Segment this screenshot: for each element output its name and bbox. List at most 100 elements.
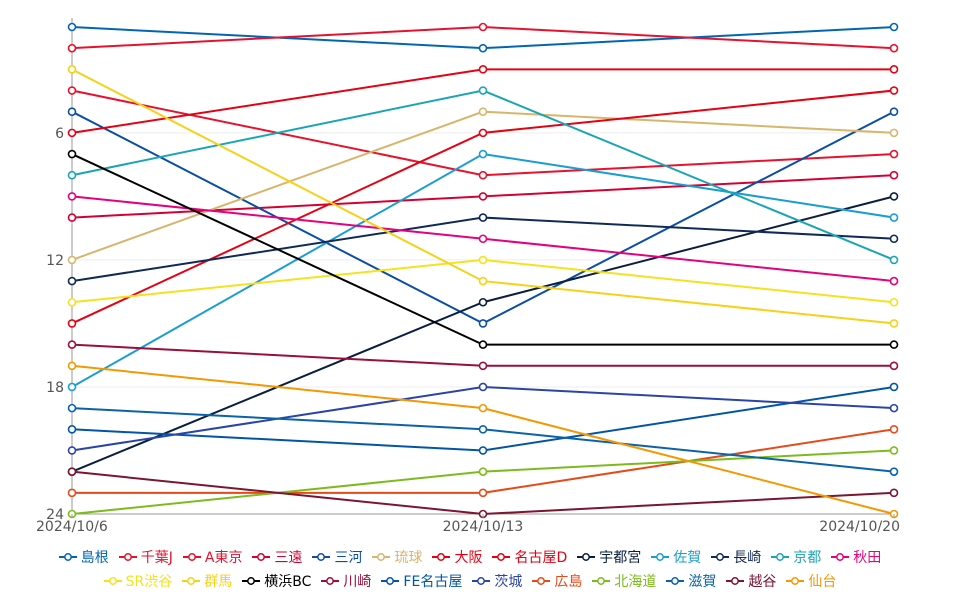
data-point[interactable] bbox=[67, 319, 77, 328]
data-point[interactable] bbox=[478, 255, 488, 265]
data-point[interactable] bbox=[478, 192, 488, 201]
data-point[interactable] bbox=[889, 192, 899, 201]
data-point[interactable] bbox=[478, 149, 488, 159]
data-point[interactable] bbox=[67, 467, 77, 476]
data-point[interactable] bbox=[889, 340, 899, 349]
data-point[interactable] bbox=[889, 234, 899, 244]
data-point[interactable] bbox=[67, 340, 77, 349]
legend-item[interactable]: FE名古屋 bbox=[381, 571, 462, 591]
data-point[interactable] bbox=[67, 170, 77, 180]
data-point[interactable] bbox=[67, 107, 77, 116]
data-point[interactable] bbox=[889, 65, 899, 74]
data-point[interactable] bbox=[478, 446, 488, 455]
legend-item[interactable]: 群馬 bbox=[182, 571, 232, 591]
data-point[interactable] bbox=[478, 86, 488, 95]
legend-label: 京都 bbox=[793, 550, 822, 566]
data-point[interactable] bbox=[478, 361, 488, 371]
legend-item[interactable]: 宇都宮 bbox=[577, 547, 641, 567]
data-point[interactable] bbox=[67, 403, 77, 413]
legend-item[interactable]: A東京 bbox=[182, 547, 242, 567]
series-line bbox=[71, 216, 895, 283]
legend-swatch bbox=[771, 553, 790, 561]
data-point[interactable] bbox=[889, 446, 899, 455]
data-point[interactable] bbox=[67, 425, 77, 434]
data-point[interactable] bbox=[478, 276, 488, 286]
data-point[interactable] bbox=[67, 65, 77, 74]
legend-swatch bbox=[432, 553, 451, 561]
data-point[interactable] bbox=[67, 43, 77, 53]
data-point[interactable] bbox=[889, 319, 899, 328]
data-point[interactable] bbox=[478, 382, 488, 392]
legend-item[interactable]: 秋田 bbox=[831, 547, 881, 567]
data-point[interactable] bbox=[889, 403, 899, 413]
data-point[interactable] bbox=[67, 382, 77, 392]
data-point[interactable] bbox=[67, 276, 77, 286]
data-point[interactable] bbox=[67, 86, 77, 95]
data-point[interactable] bbox=[889, 86, 899, 95]
data-point[interactable] bbox=[67, 446, 77, 455]
legend-item[interactable]: 佐賀 bbox=[651, 547, 701, 567]
data-point[interactable] bbox=[478, 107, 488, 116]
data-point[interactable] bbox=[478, 170, 488, 180]
legend-item[interactable]: 三河 bbox=[312, 547, 362, 567]
data-point[interactable] bbox=[889, 255, 899, 265]
data-point[interactable] bbox=[478, 467, 488, 476]
legend-swatch bbox=[182, 577, 201, 585]
legend-label: 宇都宮 bbox=[599, 550, 642, 566]
data-point[interactable] bbox=[67, 149, 77, 159]
data-point[interactable] bbox=[478, 43, 488, 53]
data-point[interactable] bbox=[889, 467, 899, 476]
legend-item[interactable]: 茨城 bbox=[472, 571, 522, 591]
data-point[interactable] bbox=[478, 403, 488, 413]
data-point[interactable] bbox=[478, 234, 488, 244]
legend-item[interactable]: 京都 bbox=[771, 547, 821, 567]
legend-item[interactable]: 大阪 bbox=[432, 547, 482, 567]
legend-item[interactable]: 広島 bbox=[532, 571, 582, 591]
data-point[interactable] bbox=[67, 213, 77, 222]
data-point[interactable] bbox=[478, 340, 488, 349]
data-point[interactable] bbox=[889, 213, 899, 222]
data-point[interactable] bbox=[478, 425, 488, 434]
data-point[interactable] bbox=[478, 297, 488, 307]
data-point[interactable] bbox=[889, 149, 899, 159]
legend-item[interactable]: 横浜BC bbox=[242, 571, 311, 591]
legend-item[interactable]: 千葉J bbox=[118, 547, 173, 567]
data-point[interactable] bbox=[889, 425, 899, 434]
data-point[interactable] bbox=[889, 276, 899, 286]
data-point[interactable] bbox=[478, 319, 488, 328]
legend-item[interactable]: 三遠 bbox=[252, 547, 302, 567]
data-point[interactable] bbox=[889, 297, 899, 307]
data-point[interactable] bbox=[889, 170, 899, 180]
data-point[interactable] bbox=[889, 43, 899, 53]
data-point[interactable] bbox=[478, 488, 488, 498]
data-point[interactable] bbox=[67, 128, 77, 138]
legend-item[interactable]: SR渋谷 bbox=[103, 571, 172, 591]
legend-item[interactable]: 川崎 bbox=[321, 571, 371, 591]
data-point[interactable] bbox=[889, 382, 899, 392]
data-point[interactable] bbox=[889, 107, 899, 116]
legend-item[interactable]: 越谷 bbox=[726, 571, 776, 591]
data-point[interactable] bbox=[67, 22, 77, 32]
legend-item[interactable]: 滋賀 bbox=[666, 571, 716, 591]
legend-item[interactable]: 仙台 bbox=[786, 571, 836, 591]
data-point[interactable] bbox=[889, 361, 899, 371]
data-point[interactable] bbox=[889, 488, 899, 498]
legend-swatch bbox=[312, 553, 331, 561]
data-point[interactable] bbox=[478, 65, 488, 74]
legend-item[interactable]: 島根 bbox=[58, 547, 109, 567]
data-point[interactable] bbox=[67, 297, 77, 307]
data-point[interactable] bbox=[67, 192, 77, 201]
data-point[interactable] bbox=[67, 361, 77, 371]
data-point[interactable] bbox=[478, 213, 488, 222]
data-point[interactable] bbox=[889, 22, 899, 32]
data-point[interactable] bbox=[478, 22, 488, 32]
legend-item[interactable]: 名古屋D bbox=[492, 547, 567, 567]
legend-label: 長崎 bbox=[733, 550, 762, 566]
legend-item[interactable]: 長崎 bbox=[711, 547, 761, 567]
data-point[interactable] bbox=[67, 255, 77, 265]
data-point[interactable] bbox=[478, 128, 488, 138]
legend-item[interactable]: 琉球 bbox=[372, 547, 422, 567]
legend-item[interactable]: 北海道 bbox=[592, 571, 656, 591]
data-point[interactable] bbox=[889, 128, 899, 138]
data-point[interactable] bbox=[67, 488, 77, 498]
